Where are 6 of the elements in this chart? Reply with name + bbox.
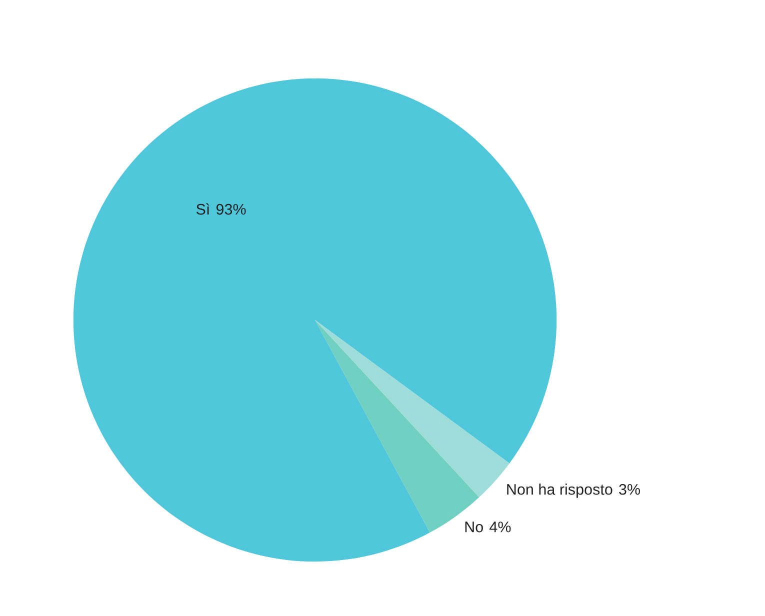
data-label: 3% [619, 484, 640, 495]
slice-label: Sì [196, 203, 210, 215]
slice-label: No [465, 522, 483, 532]
data-label: 93% [216, 204, 246, 215]
data-label: 4% [490, 522, 511, 532]
slice-label: Non ha risposto [507, 484, 612, 498]
